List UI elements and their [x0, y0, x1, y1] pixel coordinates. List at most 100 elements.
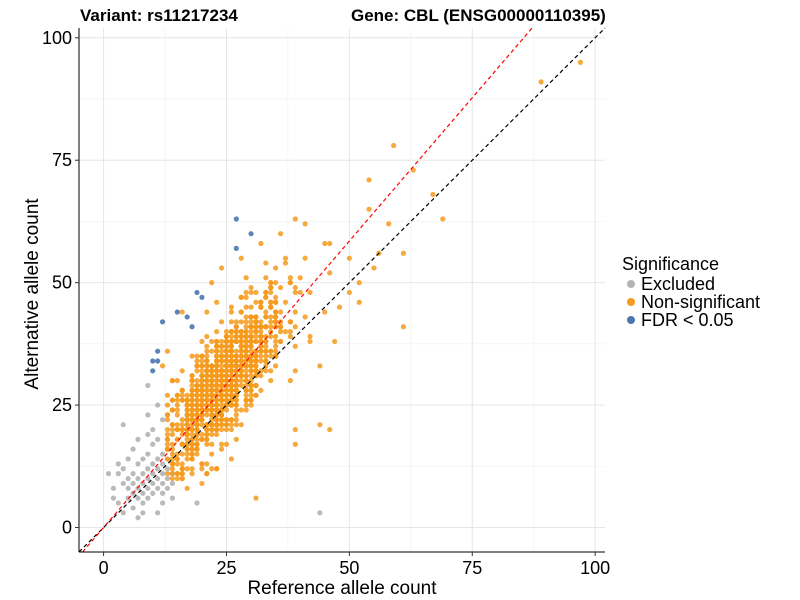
- point-non-significant: [209, 397, 215, 403]
- point-non-significant: [199, 480, 205, 487]
- point-non-significant: [184, 412, 190, 418]
- point-non-significant: [277, 231, 284, 237]
- point-non-significant: [189, 407, 195, 413]
- legend-title: Significance: [622, 254, 719, 274]
- x-tick-label: 0: [99, 558, 109, 578]
- x-tick-label: 50: [339, 558, 359, 578]
- point-non-significant: [253, 324, 259, 330]
- point-non-significant: [184, 456, 190, 462]
- y-axis-title: Alternative allele count: [22, 198, 43, 390]
- point-excluded: [140, 510, 146, 516]
- point-non-significant: [179, 422, 185, 428]
- point-non-significant: [159, 363, 166, 369]
- point-non-significant: [248, 284, 254, 291]
- point-non-significant: [228, 319, 234, 325]
- point-non-significant: [204, 382, 210, 389]
- legend-swatch-non-significant: [627, 298, 635, 306]
- legend-label: Non-significant: [641, 292, 760, 312]
- point-non-significant: [307, 338, 313, 345]
- point-non-significant: [194, 358, 200, 364]
- point-non-significant: [218, 441, 225, 447]
- y-tick-label: 75: [52, 150, 72, 170]
- point-non-significant: [189, 426, 195, 433]
- point-non-significant: [209, 392, 215, 398]
- point-non-significant: [263, 314, 269, 320]
- point-non-significant: [322, 240, 328, 247]
- point-non-significant: [189, 441, 195, 447]
- point-non-significant: [174, 475, 180, 482]
- point-non-significant: [209, 368, 215, 374]
- point-non-significant: [174, 426, 180, 433]
- point-non-significant: [194, 436, 200, 442]
- point-non-significant: [327, 240, 333, 247]
- point-fdr-0-05: [233, 216, 239, 222]
- point-non-significant: [248, 392, 254, 398]
- point-excluded: [125, 456, 131, 462]
- legend: Significance ExcludedNon-significantFDR …: [622, 254, 760, 330]
- point-non-significant: [346, 289, 352, 296]
- point-non-significant: [209, 431, 215, 438]
- point-non-significant: [400, 250, 407, 256]
- point-non-significant: [218, 402, 225, 408]
- point-non-significant: [400, 324, 407, 330]
- point-non-significant: [214, 353, 220, 359]
- point-excluded: [317, 510, 323, 516]
- point-excluded: [159, 480, 166, 487]
- point-non-significant: [287, 280, 293, 286]
- point-non-significant: [169, 431, 176, 438]
- point-non-significant: [243, 338, 249, 345]
- point-non-significant: [263, 348, 269, 354]
- point-non-significant: [214, 402, 220, 408]
- point-fdr-0-05: [199, 294, 205, 300]
- legend-swatch-excluded: [627, 280, 635, 288]
- point-non-significant: [189, 466, 195, 472]
- point-non-significant: [253, 353, 259, 359]
- point-excluded: [169, 495, 176, 501]
- point-non-significant: [194, 387, 200, 393]
- point-non-significant: [263, 294, 269, 300]
- point-non-significant: [204, 348, 210, 354]
- point-non-significant: [440, 216, 446, 222]
- point-non-significant: [243, 377, 249, 384]
- point-non-significant: [204, 373, 210, 379]
- point-non-significant: [179, 441, 185, 447]
- point-excluded: [164, 485, 171, 491]
- point-excluded: [110, 495, 117, 501]
- point-non-significant: [228, 333, 234, 340]
- point-non-significant: [169, 446, 176, 452]
- point-fdr-0-05: [150, 358, 156, 364]
- point-non-significant: [223, 387, 230, 393]
- point-excluded: [155, 436, 161, 442]
- point-non-significant: [209, 377, 215, 384]
- point-non-significant: [243, 363, 249, 369]
- point-non-significant: [199, 461, 205, 467]
- point-non-significant: [189, 451, 195, 457]
- point-non-significant: [238, 343, 244, 349]
- point-excluded: [159, 490, 166, 496]
- point-non-significant: [194, 377, 200, 384]
- point-non-significant: [164, 402, 171, 408]
- point-non-significant: [263, 358, 269, 364]
- point-non-significant: [179, 397, 185, 403]
- point-non-significant: [204, 471, 210, 477]
- reference-line-fit: [82, 27, 533, 553]
- point-non-significant: [179, 309, 185, 315]
- point-excluded: [130, 446, 136, 452]
- point-non-significant: [179, 461, 185, 467]
- point-non-significant: [199, 422, 205, 428]
- point-non-significant: [179, 392, 185, 398]
- point-non-significant: [292, 309, 298, 315]
- point-non-significant: [204, 397, 210, 403]
- point-non-significant: [238, 377, 244, 384]
- point-non-significant: [243, 333, 249, 340]
- point-excluded: [159, 451, 166, 457]
- point-non-significant: [199, 353, 205, 359]
- point-excluded: [145, 495, 151, 501]
- x-axis-title: Reference allele count: [247, 578, 437, 599]
- point-non-significant: [307, 333, 313, 340]
- point-non-significant: [243, 343, 249, 349]
- point-non-significant: [253, 333, 259, 340]
- point-non-significant: [204, 407, 210, 413]
- point-non-significant: [174, 402, 180, 408]
- point-non-significant: [189, 353, 195, 359]
